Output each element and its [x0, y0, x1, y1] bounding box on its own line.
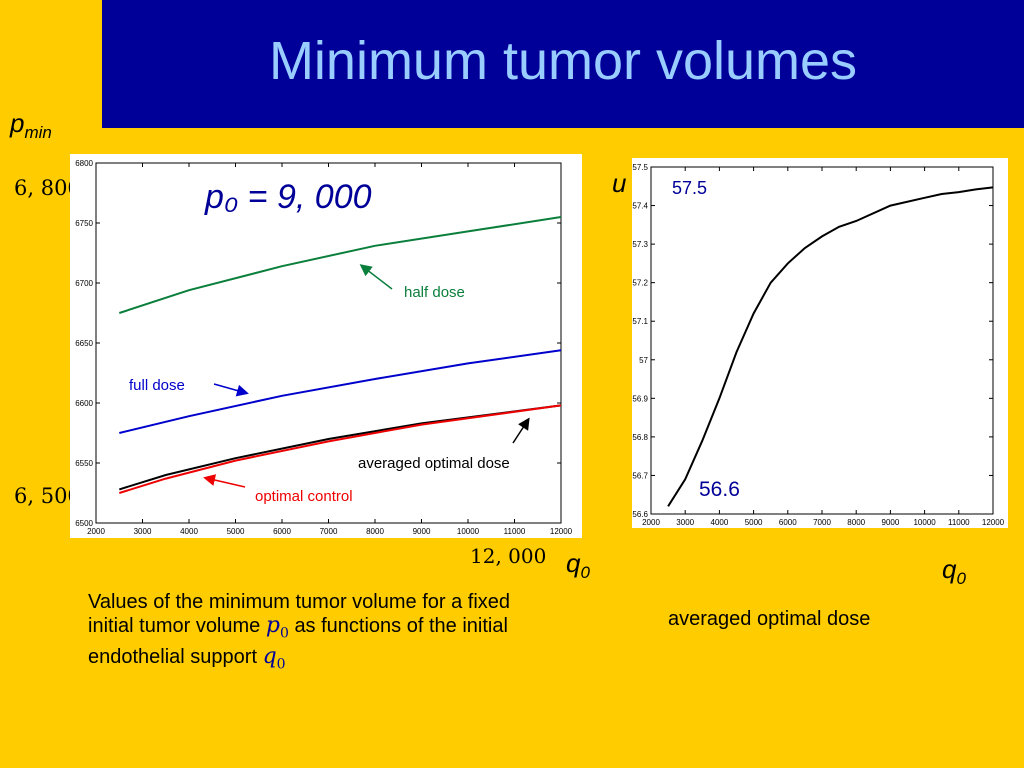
left-chart: 2000 3000 4000 5000 6000 7000 8000 9000 10000 110…: [70, 154, 582, 538]
right-chart-caption: averaged optimal dose: [668, 608, 871, 630]
right-chart-y-tick-label: 57.1: [632, 317, 648, 326]
right-chart-y-tick-label: 57.4: [632, 202, 648, 211]
right-chart-x-tick-label: 12000: [982, 518, 1005, 527]
optimal-control-arrow: [203, 474, 246, 488]
right-chart-x-tick-label: 8000: [847, 518, 865, 527]
right-chart-y-tick-label: 56.8: [632, 433, 648, 442]
caption-math-q0: q0: [262, 644, 286, 673]
caption-math-p0: p0: [265, 613, 289, 642]
right-chart-x-tick-label: 6000: [779, 518, 797, 527]
slide-title: Minimum tumor volumes: [268, 31, 858, 91]
left-x-right-annotation: 12, 000: [470, 544, 547, 568]
left-chart-y-tick-label: 6750: [75, 219, 93, 228]
right-chart: 2000 3000 4000 5000 6000 7000 8000 9000 10000 110…: [632, 158, 1008, 528]
full-dose-label: full dose: [129, 377, 185, 394]
right-chart-y-tick-label: 57.3: [632, 240, 648, 249]
left-chart-y-tick-label: 6800: [75, 159, 93, 168]
left-chart-x-tick-label: 2000: [87, 527, 105, 536]
right-chart-series-0-line: [667, 186, 994, 507]
left-chart-series-half-dose-line: [118, 216, 562, 314]
left-chart-series-full-dose-line: [119, 349, 562, 434]
right-chart-y-tick-label: 56.9: [632, 394, 648, 403]
right-bottom-annotation: 56.6: [699, 478, 740, 501]
left-chart-equation: p₀ = 9, 000: [204, 178, 372, 216]
left-y-bottom-annotation: 6, 500: [14, 484, 81, 508]
left-y-variable-label: pmin: [10, 108, 52, 143]
right-chart-y-tick-label: 56.6: [632, 510, 648, 519]
left-y-var-main: p: [10, 108, 25, 138]
left-chart-series-optimal-control-line: [119, 404, 562, 494]
right-chart-x-tick-label: 5000: [745, 518, 763, 527]
caption-part1: Values of the minimum tumor volume for a…: [88, 591, 511, 637]
half-dose-arrow: [359, 264, 393, 290]
left-x-variable-label: q0: [566, 548, 590, 583]
full-dose-arrow: [213, 383, 249, 397]
left-chart-x-tick-label: 11000: [504, 527, 526, 536]
right-top-annotation: 57.5: [672, 178, 707, 198]
half-dose-label: half dose: [404, 284, 465, 301]
right-chart-x-tick-label: 9000: [882, 518, 900, 527]
left-chart-x-tick-label: 8000: [366, 527, 384, 536]
right-chart-x-tick-label: 7000: [813, 518, 831, 527]
left-chart-y-tick-label: 6650: [75, 339, 93, 348]
left-chart-y-tick-label: 6600: [75, 399, 93, 408]
right-chart-y-tick-label: 57.2: [632, 279, 648, 288]
right-chart-x-tick-label: 4000: [711, 518, 729, 527]
optimal-control-label: optimal control: [255, 488, 353, 505]
right-chart-y-tick-label: 57.5: [632, 163, 648, 172]
left-x-var-main: q: [566, 548, 581, 578]
right-chart-x-tick-label: 2000: [642, 518, 660, 527]
left-chart-x-tick-label: 3000: [134, 527, 152, 536]
right-y-variable-label: u: [612, 168, 627, 198]
right-chart-background: [632, 158, 1008, 528]
averaged-optimal-dose-arrow: [512, 417, 530, 444]
right-chart-x-tick-label: 3000: [676, 518, 694, 527]
right-x-var-sub: 0: [956, 569, 966, 589]
slide-caption: Values of the minimum tumor volume for a…: [88, 590, 518, 677]
left-chart-x-tick-label: 12000: [550, 527, 573, 536]
left-y-top-annotation: 6, 800: [14, 176, 81, 200]
right-x-var-main: q: [942, 554, 957, 584]
left-chart-y-tick-label: 6700: [75, 279, 93, 288]
right-chart-y-tick-label: 56.7: [632, 471, 648, 480]
right-chart-x-tick-label: 11000: [948, 518, 970, 527]
right-x-variable-label: q0: [942, 554, 966, 589]
left-chart-background: [70, 154, 582, 538]
title-bar: Minimum tumor volumes: [102, 0, 1024, 128]
left-chart-y-tick-label: 6500: [75, 519, 93, 528]
left-y-var-sub: min: [24, 123, 52, 143]
left-x-var-sub: 0: [580, 563, 590, 583]
left-chart-x-tick-label: 9000: [413, 527, 431, 536]
right-chart-x-tick-label: 10000: [913, 518, 936, 527]
right-chart-y-tick-label: 57: [639, 356, 648, 365]
caption-part2: as functions of the initial endothelial …: [88, 615, 508, 669]
left-chart-x-tick-label: 6000: [273, 527, 291, 536]
left-chart-y-tick-label: 6550: [75, 459, 93, 468]
left-chart-x-tick-label: 5000: [227, 527, 245, 536]
left-chart-x-tick-label: 4000: [180, 527, 198, 536]
left-chart-x-tick-label: 10000: [457, 527, 480, 536]
left-chart-x-tick-label: 7000: [320, 527, 338, 536]
averaged-optimal-dose-label: averaged optimal dose: [358, 455, 510, 472]
